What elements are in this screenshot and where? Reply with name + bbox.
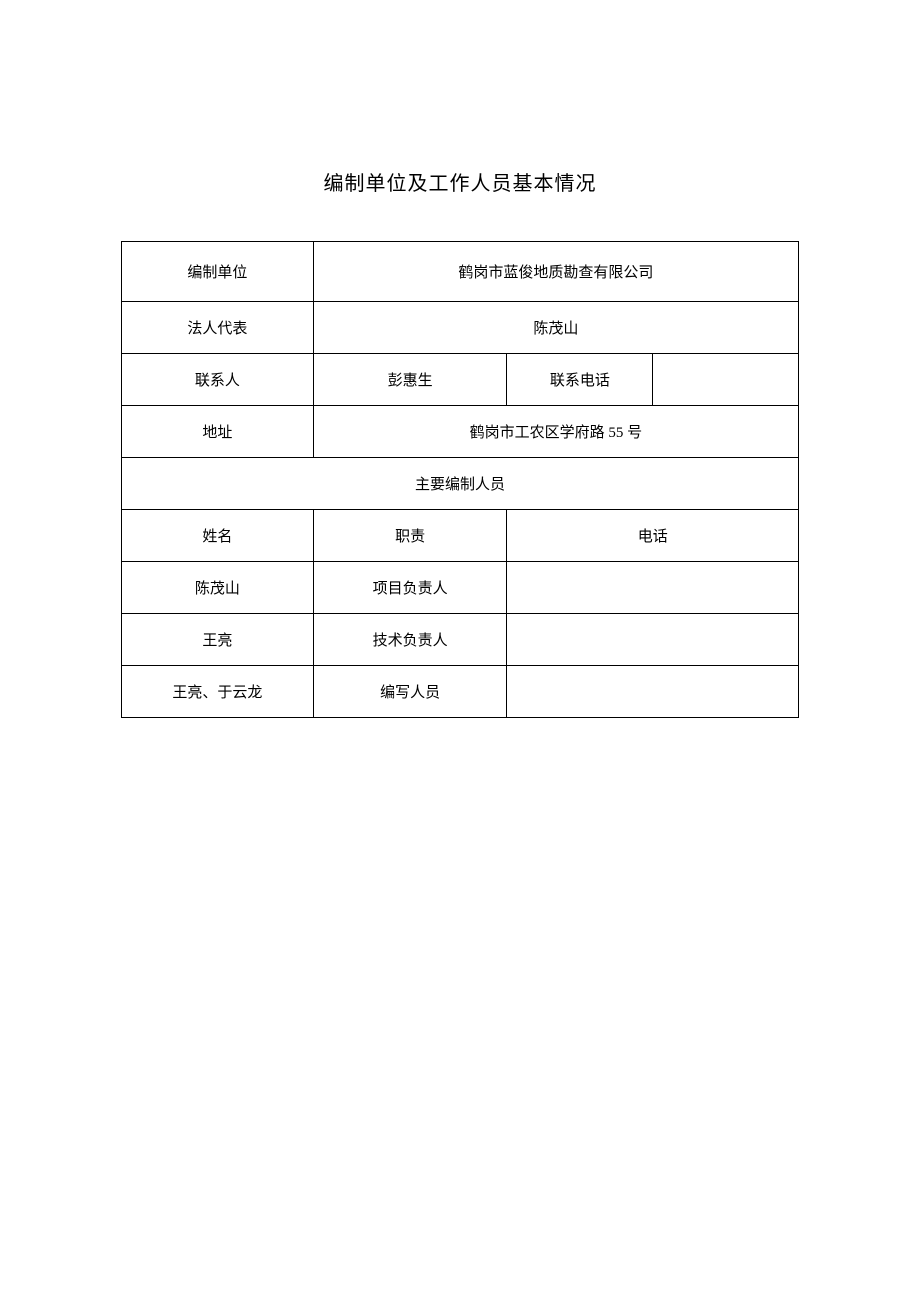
personnel-tel: [507, 666, 799, 718]
tel-header: 电话: [507, 510, 799, 562]
phone-value: [653, 354, 799, 406]
personnel-duty: 项目负责人: [313, 562, 507, 614]
unit-label: 编制单位: [122, 242, 314, 302]
personnel-name: 王亮: [122, 614, 314, 666]
unit-row: 编制单位 鹤岗市蓝俊地质勘查有限公司: [122, 242, 799, 302]
name-header: 姓名: [122, 510, 314, 562]
personnel-duty: 技术负责人: [313, 614, 507, 666]
personnel-row: 陈茂山 项目负责人: [122, 562, 799, 614]
legal-rep-value: 陈茂山: [313, 302, 798, 354]
personnel-name: 王亮、于云龙: [122, 666, 314, 718]
personnel-row: 王亮 技术负责人: [122, 614, 799, 666]
info-table: 编制单位 鹤岗市蓝俊地质勘查有限公司 法人代表 陈茂山 联系人 彭惠生 联系电话…: [121, 241, 799, 718]
page-title: 编制单位及工作人员基本情况: [0, 167, 920, 196]
address-row: 地址 鹤岗市工农区学府路 55 号: [122, 406, 799, 458]
legal-rep-label: 法人代表: [122, 302, 314, 354]
contact-row: 联系人 彭惠生 联系电话: [122, 354, 799, 406]
personnel-header-row: 姓名 职责 电话: [122, 510, 799, 562]
phone-label: 联系电话: [507, 354, 653, 406]
personnel-row: 王亮、于云龙 编写人员: [122, 666, 799, 718]
personnel-tel: [507, 614, 799, 666]
address-value: 鹤岗市工农区学府路 55 号: [313, 406, 798, 458]
duty-header: 职责: [313, 510, 507, 562]
contact-value: 彭惠生: [313, 354, 507, 406]
section-header-row: 主要编制人员: [122, 458, 799, 510]
info-table-container: 编制单位 鹤岗市蓝俊地质勘查有限公司 法人代表 陈茂山 联系人 彭惠生 联系电话…: [121, 241, 799, 718]
address-label: 地址: [122, 406, 314, 458]
personnel-duty: 编写人员: [313, 666, 507, 718]
section-header: 主要编制人员: [122, 458, 799, 510]
personnel-name: 陈茂山: [122, 562, 314, 614]
unit-value: 鹤岗市蓝俊地质勘查有限公司: [313, 242, 798, 302]
contact-label: 联系人: [122, 354, 314, 406]
personnel-tel: [507, 562, 799, 614]
legal-rep-row: 法人代表 陈茂山: [122, 302, 799, 354]
